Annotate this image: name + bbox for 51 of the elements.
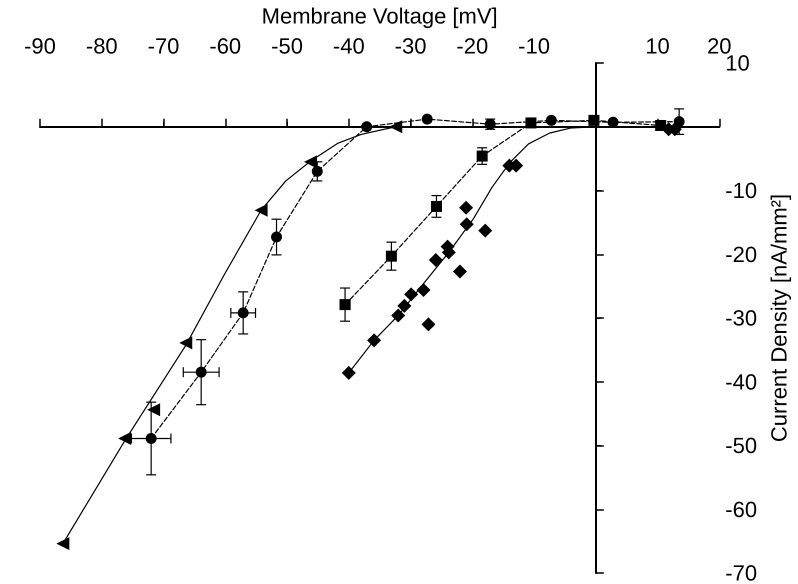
x-tick-label: -30 [394, 34, 426, 58]
point [179, 336, 192, 350]
point [428, 252, 443, 267]
x-tick-label: -80 [86, 34, 118, 58]
point [391, 308, 406, 322]
x-tick-label: 10 [645, 34, 670, 58]
point [147, 403, 160, 416]
point [546, 114, 557, 126]
y-axis-title: Current Density [nA/mm²] [766, 194, 792, 442]
point [367, 333, 382, 348]
point [452, 264, 467, 278]
y-tick-label: -20 [725, 242, 758, 267]
point [196, 366, 207, 378]
point [271, 232, 282, 243]
point [118, 432, 132, 445]
point [254, 204, 268, 217]
point [459, 200, 474, 215]
x-tick-label: -90 [24, 34, 56, 58]
point [238, 307, 249, 318]
point [386, 250, 397, 262]
point [460, 217, 474, 232]
x-tick-label: -10 [518, 34, 550, 58]
point [342, 366, 356, 380]
y-tick-label: -30 [725, 306, 758, 330]
point [146, 432, 157, 444]
point [588, 114, 600, 126]
point [404, 287, 418, 302]
x-tick-label: -70 [148, 34, 180, 58]
y-tick-label: -40 [725, 369, 758, 394]
point [476, 150, 488, 162]
point [389, 120, 402, 134]
x-tick-label: -20 [456, 34, 488, 58]
y-tick-label: -10 [725, 178, 758, 203]
point [416, 282, 430, 297]
point [478, 224, 492, 238]
x-tick-label: -60 [209, 34, 242, 58]
point [422, 114, 433, 125]
point [421, 317, 436, 332]
point [430, 200, 442, 212]
y-tick-label: -70 [725, 560, 758, 584]
y-tick-label: -60 [725, 496, 758, 522]
point [397, 298, 412, 313]
point [304, 155, 317, 168]
x-axis-title: Membrane Voltage [mV] [262, 4, 498, 28]
point [361, 121, 372, 132]
x-tick-label: -40 [332, 34, 365, 58]
point [312, 166, 323, 177]
point [56, 537, 70, 550]
x-tick-label: -50 [271, 34, 303, 58]
point [525, 117, 536, 128]
y-tick-label: -50 [725, 433, 758, 458]
